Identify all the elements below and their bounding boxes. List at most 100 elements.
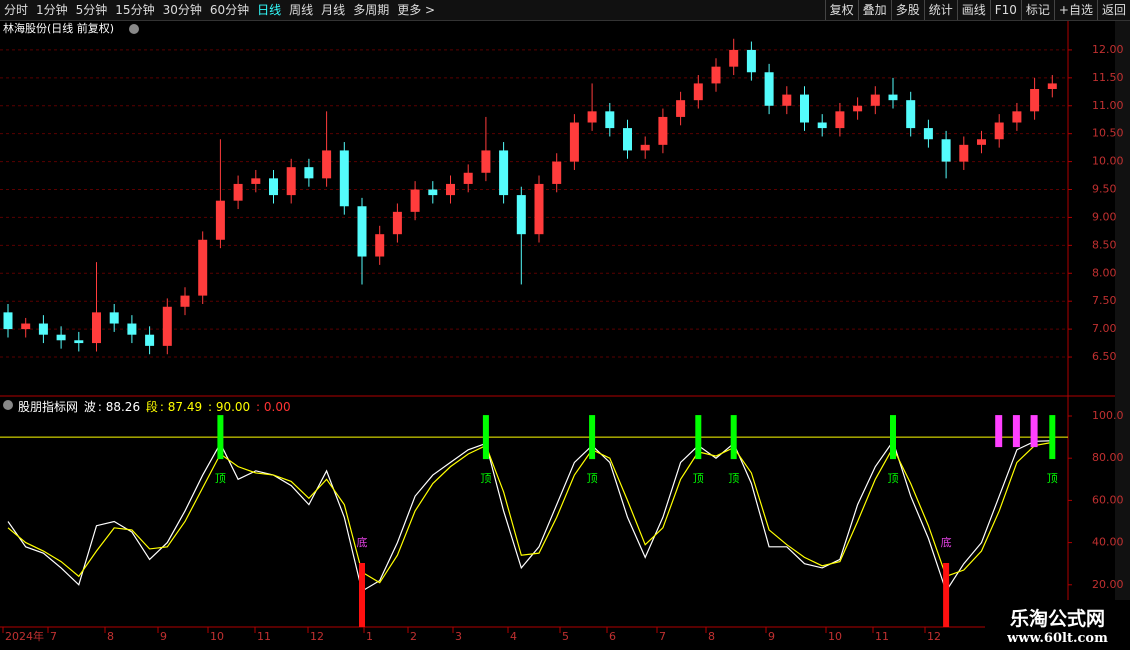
period-tab[interactable]: 分时 xyxy=(4,3,29,17)
tool-button[interactable]: 标记 xyxy=(1020,0,1054,20)
candle-body xyxy=(304,167,314,179)
candle-body xyxy=(21,323,31,330)
candle-body xyxy=(623,128,632,151)
candle-body xyxy=(605,111,615,129)
x-tick-label: 2024年 xyxy=(5,629,44,643)
y-tick-label: 10.50 xyxy=(1092,127,1124,140)
y-tick-label: 80.00 xyxy=(1092,451,1124,464)
legend-name: 段 xyxy=(145,400,158,414)
candle-body xyxy=(640,144,650,151)
period-tab[interactable]: 月线 xyxy=(321,3,346,17)
legend-value: 88.26 xyxy=(98,400,140,414)
indicator-header: 股朋指标网 波88.26 段87.49 90.00 0.00 xyxy=(18,398,293,415)
y-tick-label: 40.00 xyxy=(1092,536,1124,549)
stock-title: 林海股份(日线 前复权) xyxy=(3,21,114,35)
x-tick-label: 1 xyxy=(366,630,373,643)
x-tick-label: 11 xyxy=(257,630,271,643)
top-label: 顶 xyxy=(888,472,899,485)
period-tab[interactable]: 日线 xyxy=(257,3,282,17)
y-tick-label: 8.50 xyxy=(1092,238,1117,251)
top-label: 顶 xyxy=(587,472,598,485)
dropdown-icon[interactable] xyxy=(3,400,13,410)
candle-body xyxy=(339,150,349,207)
period-tab[interactable]: 多周期 xyxy=(353,3,390,17)
candle-body xyxy=(127,323,137,335)
tool-button[interactable]: F10 xyxy=(989,0,1021,20)
tool-button[interactable]: 叠加 xyxy=(857,0,891,20)
period-tab[interactable]: 5分钟 xyxy=(75,3,108,17)
top-label: 顶 xyxy=(215,472,226,485)
y-tick-label: 100.0 xyxy=(1092,409,1124,422)
tool-button[interactable]: 画线 xyxy=(956,0,990,20)
y-tick-label: 9.00 xyxy=(1092,210,1117,223)
candle-body xyxy=(322,150,332,179)
candle-body xyxy=(56,334,66,341)
top-signal xyxy=(217,415,224,460)
candle-body xyxy=(800,94,809,123)
threshold-value: 90.00 xyxy=(208,400,250,414)
y-tick-label: 11.00 xyxy=(1092,99,1124,112)
top-signal xyxy=(890,415,896,460)
x-tick-label: 7 xyxy=(659,630,666,643)
end-signal xyxy=(1012,415,1020,448)
bottom-label: 底 xyxy=(941,535,952,549)
candle-body xyxy=(1012,111,1022,123)
candle-body xyxy=(180,295,190,307)
candle-body xyxy=(357,206,367,257)
top-label: 顶 xyxy=(728,472,739,485)
period-tab[interactable]: 更多 > xyxy=(397,3,436,17)
candle-body xyxy=(1047,83,1057,90)
candle-body xyxy=(888,94,898,101)
top-label: 顶 xyxy=(693,472,704,485)
tool-button[interactable]: 多股 xyxy=(890,0,924,20)
candle-body xyxy=(587,111,597,123)
y-tick-label: 8.00 xyxy=(1092,266,1117,279)
period-tab[interactable]: 60分钟 xyxy=(209,3,250,17)
candle-body xyxy=(286,167,296,196)
candle-body xyxy=(233,183,243,201)
period-tab[interactable]: 1分钟 xyxy=(36,3,68,17)
period-tab[interactable]: 15分钟 xyxy=(115,3,155,17)
x-tick-label: 8 xyxy=(107,630,114,643)
y-tick-label: 10.00 xyxy=(1092,155,1124,168)
extra-value: 0.00 xyxy=(256,400,291,414)
candle-body xyxy=(145,334,155,346)
tool-button[interactable]: +自选 xyxy=(1053,0,1097,20)
legend-value: 87.49 xyxy=(160,400,202,414)
candle-body xyxy=(198,239,208,296)
x-tick-label: 7 xyxy=(50,630,57,643)
bottom-signal xyxy=(359,563,365,627)
tool-button[interactable]: 返回 xyxy=(1096,0,1130,20)
candle-body xyxy=(428,189,438,196)
side-strip xyxy=(1115,21,1130,627)
x-tick-label: 5 xyxy=(562,630,569,643)
legend-name: 波 xyxy=(83,400,96,414)
candle-body xyxy=(870,94,880,106)
candle-body xyxy=(92,312,101,344)
tool-button[interactable]: 统计 xyxy=(923,0,957,20)
x-tick-label: 3 xyxy=(455,630,462,643)
candle-body xyxy=(215,200,225,240)
candle-body xyxy=(569,122,579,162)
candle-body xyxy=(463,172,473,184)
top-signal xyxy=(589,415,596,460)
x-tick-label: 12 xyxy=(927,630,941,643)
period-tab[interactable]: 周线 xyxy=(289,3,314,17)
y-tick-label: 9.50 xyxy=(1092,183,1117,196)
x-tick-label: 9 xyxy=(768,630,775,643)
tool-button[interactable]: 复权 xyxy=(824,0,858,20)
candle-body xyxy=(375,234,385,257)
candle-body xyxy=(817,122,827,129)
x-tick-label: 8 xyxy=(708,630,715,643)
candle-body xyxy=(534,183,544,235)
bottom-signal xyxy=(943,563,950,627)
y-tick-label: 20.00 xyxy=(1092,578,1124,591)
period-tab[interactable]: 30分钟 xyxy=(162,3,202,17)
candle-body xyxy=(994,122,1004,140)
x-tick-label: 6 xyxy=(609,630,616,643)
dropdown-icon[interactable] xyxy=(129,24,139,34)
candle-body xyxy=(109,312,119,324)
candle-body xyxy=(3,312,13,330)
y-tick-label: 7.00 xyxy=(1092,322,1117,335)
